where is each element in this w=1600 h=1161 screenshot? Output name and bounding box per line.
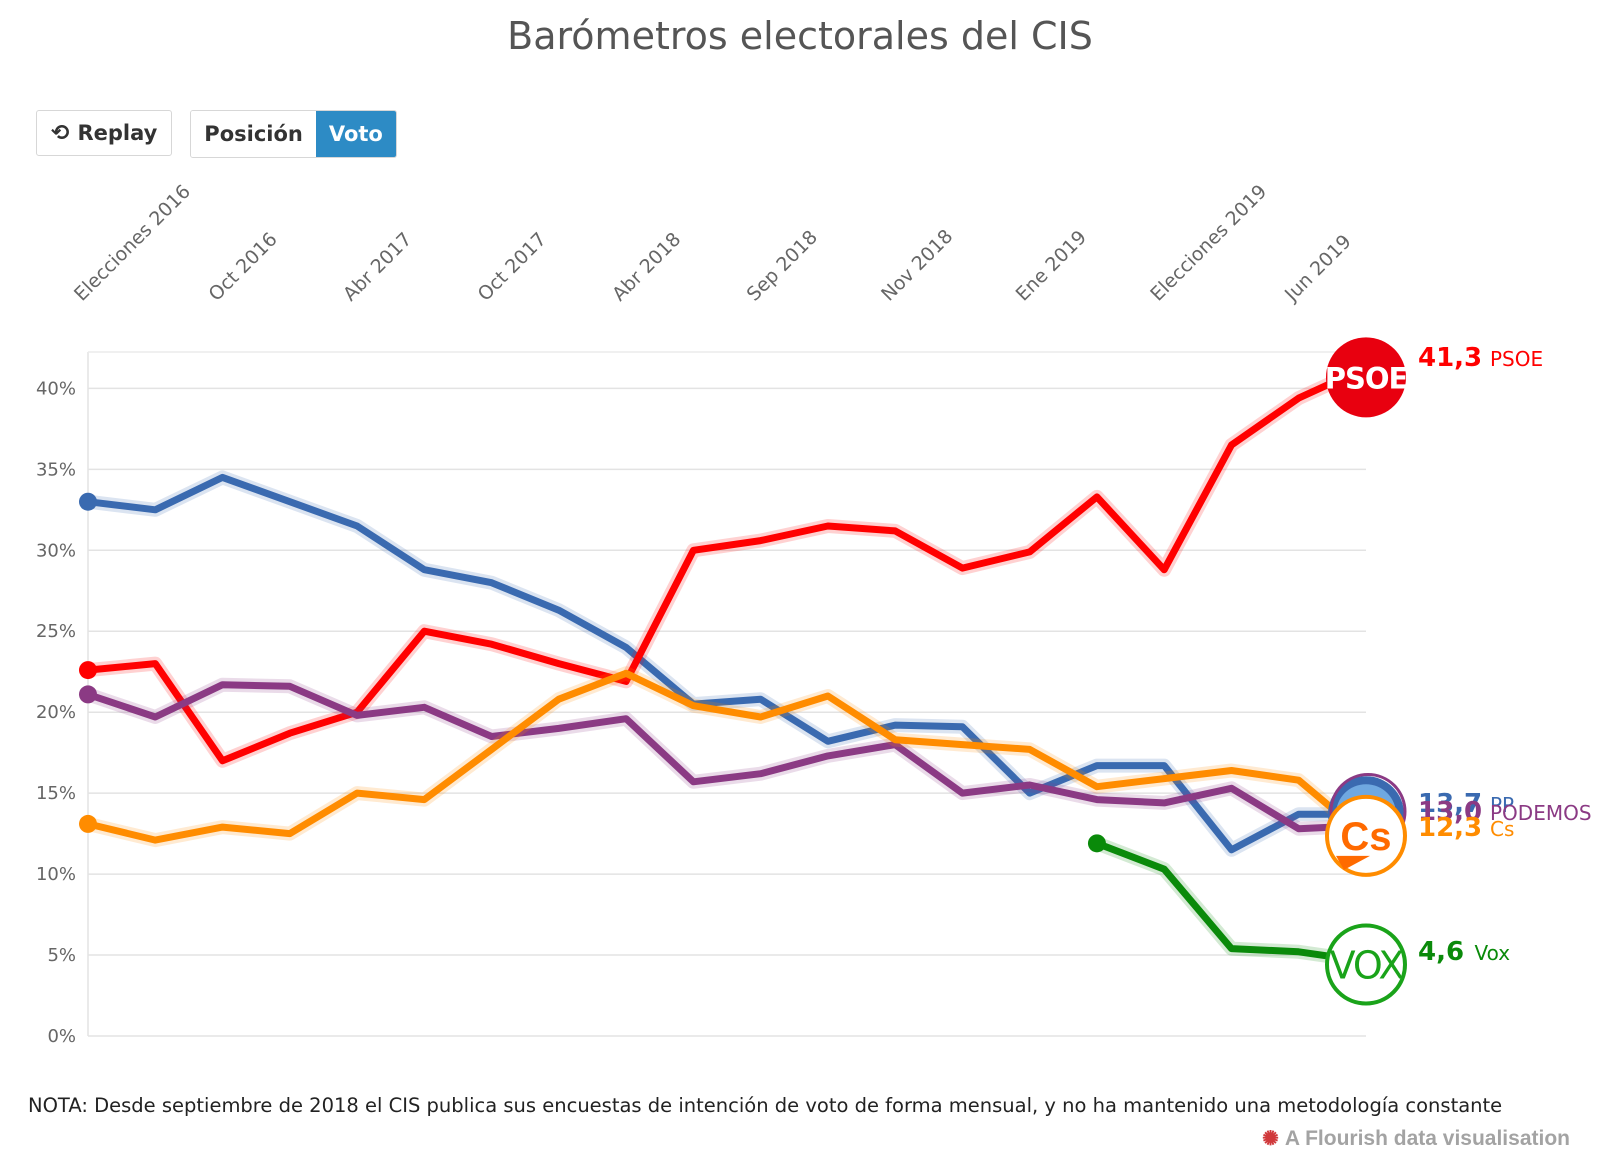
end-value: 12,3 <box>1418 813 1482 843</box>
vox-badge <box>1325 923 1407 1006</box>
y-tick-label: 5% <box>47 945 76 966</box>
x-tick-label: Ene 2019 <box>1012 226 1091 305</box>
series-start-dot-vox <box>1087 834 1106 853</box>
series-lines <box>79 360 1373 969</box>
x-tick-label: Jun 2019 <box>1280 231 1356 307</box>
chart-title: Barómetros electorales del CIS <box>507 14 1093 58</box>
x-tick-label: Oct 2016 <box>205 228 282 305</box>
view-toggle: Posición Voto <box>190 110 397 158</box>
psoe-badge <box>1326 337 1406 418</box>
footnote: NOTA: Desde septiembre de 2018 el CIS pu… <box>28 1094 1503 1117</box>
y-tick-label: 20% <box>36 702 76 723</box>
x-axis: Elecciones 2016 Oct 2016 Abr 2017 Oct 2017 A… <box>70 181 1356 307</box>
series-start-dot-pp <box>79 492 97 511</box>
cs-badge <box>1325 794 1407 877</box>
end-label-podemos: 13,0 PODEMOS <box>1418 797 1592 827</box>
y-tick-label: 40% <box>36 378 76 399</box>
end-label-psoe: 41,3 PSOE <box>1418 343 1543 373</box>
end-name: Vox <box>1475 941 1511 965</box>
series-line-psoe <box>84 363 1370 765</box>
x-tick-label: Abr 2017 <box>339 228 416 305</box>
end-label-cs: 12,3 Cs <box>1418 813 1514 843</box>
end-name: PSOE <box>1490 347 1543 371</box>
end-value: 13,7 <box>1418 789 1482 819</box>
end-name: PODEMOS <box>1490 801 1592 825</box>
end-value: 13,0 <box>1418 797 1482 827</box>
series-line-podemos <box>84 681 1370 833</box>
replay-label: Replay <box>77 121 158 145</box>
y-axis: 0% 5% 10% 15% 20% 25% 30% 35% 40% <box>36 378 76 1047</box>
flourish-credit[interactable]: ✺ A Flourish data visualisation <box>1262 1126 1570 1151</box>
x-tick-label: Elecciones 2016 <box>70 181 195 306</box>
y-tick-label: 25% <box>36 621 76 642</box>
y-tick-label: 35% <box>36 459 76 480</box>
end-label-pp: 13,7 PP <box>1418 789 1514 819</box>
end-name: Cs <box>1490 817 1514 841</box>
end-value: 41,3 <box>1418 343 1482 373</box>
flourish-logo-icon: ✺ <box>1262 1128 1279 1150</box>
x-tick-label: Nov 2018 <box>877 225 957 305</box>
replay-icon: ⟲ <box>51 120 70 146</box>
end-value: 4,6 <box>1418 937 1464 967</box>
psoe-badge-text: PSOE <box>1325 361 1408 395</box>
series-start-dot-cs <box>79 814 97 833</box>
y-tick-label: 0% <box>47 1026 76 1047</box>
x-tick-label: Abr 2018 <box>608 228 685 305</box>
y-tick-label: 10% <box>36 864 76 885</box>
end-name: PP <box>1490 793 1514 817</box>
series-line-vox <box>1093 839 1370 965</box>
end-markers: Cs PSOE VOX 41,3 PSOE 13,7 PP 13,0 PODEMOS 12,3 Cs… <box>1325 337 1592 1006</box>
series-line-pp <box>84 473 1370 854</box>
x-tick-label: Oct 2017 <box>474 228 551 305</box>
replay-button[interactable]: ⟲ Replay <box>36 110 173 156</box>
toggle-option-voto[interactable]: Voto <box>315 111 396 157</box>
series-start-dot-psoe <box>79 661 97 680</box>
series-start-dot-podemos <box>79 685 97 704</box>
y-tick-label: 30% <box>36 540 76 561</box>
toggle-option-posicion[interactable]: Posición <box>191 111 316 157</box>
grid-lines <box>87 351 1366 1037</box>
series-line-cs <box>84 669 1370 844</box>
credit-text: A Flourish data visualisation <box>1284 1126 1570 1150</box>
cs-badge-text: Cs <box>1340 815 1391 859</box>
chart-controls: ⟲ Replay Posición Voto <box>36 110 397 158</box>
x-tick-label: Sep 2018 <box>743 226 822 305</box>
vox-badge-text: VOX <box>1330 944 1404 988</box>
x-tick-label: Elecciones 2019 <box>1146 181 1271 306</box>
y-tick-label: 15% <box>36 783 76 804</box>
end-label-vox: 4,6 Vox <box>1418 937 1510 967</box>
cs-badge-arrow <box>1336 855 1370 870</box>
